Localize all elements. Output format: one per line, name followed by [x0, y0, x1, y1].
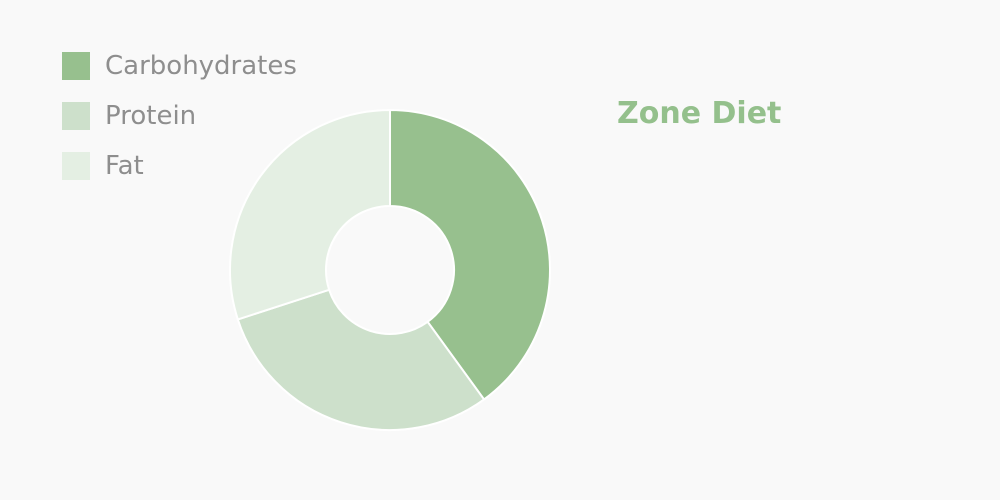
legend-label-carbohydrates: Carbohydrates: [105, 51, 297, 81]
chart-title: Zone Diet: [617, 96, 782, 131]
donut-slices: [229, 108, 551, 431]
legend-item-fat[interactable]: Fat: [62, 152, 297, 180]
legend-label-protein: Protein: [105, 101, 197, 131]
legend-swatch-fat: [62, 152, 90, 180]
legend-swatch-protein: [62, 102, 90, 130]
slice-carbohydrates[interactable]: [389, 108, 551, 401]
slice-protein[interactable]: [236, 288, 486, 431]
legend: Carbohydrates Protein Fat: [62, 52, 297, 202]
legend-item-carbohydrates[interactable]: Carbohydrates: [62, 52, 297, 80]
legend-swatch-carbohydrates: [62, 52, 90, 80]
slice-fat[interactable]: [229, 108, 391, 321]
legend-label-fat: Fat: [105, 151, 144, 181]
legend-item-protein[interactable]: Protein: [62, 102, 297, 130]
